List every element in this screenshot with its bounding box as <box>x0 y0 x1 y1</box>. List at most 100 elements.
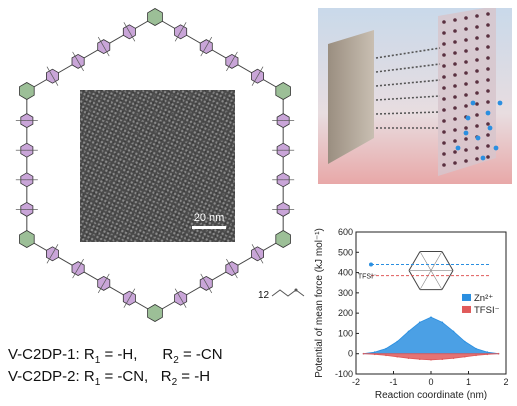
side-group <box>77 258 84 269</box>
data-point <box>418 321 421 324</box>
framework-layer <box>375 47 441 59</box>
framework-atom <box>464 60 468 64</box>
side-group <box>226 61 233 72</box>
pmf-chart: Potential of mean force (kJ mol⁻¹) React… <box>312 224 517 401</box>
framework-atom <box>442 152 446 156</box>
pyridine-ring <box>19 230 35 248</box>
electrode-plate <box>328 30 374 164</box>
pmf-chart-svg: Potential of mean force (kJ mol⁻¹) React… <box>314 227 509 401</box>
x-tick-label: 2 <box>503 377 508 387</box>
legend-swatch <box>462 293 471 301</box>
framework-atom <box>453 95 457 99</box>
y-tick-label: 0 <box>348 349 353 359</box>
scale-bar-label: 20 nm <box>194 212 225 224</box>
framework-layer <box>375 111 441 115</box>
framework-atom <box>453 128 457 132</box>
framework-layer <box>375 95 441 101</box>
data-point <box>441 358 444 360</box>
inset-bond <box>419 270 432 290</box>
pyridine-ring <box>19 82 35 100</box>
framework-atom <box>464 159 468 163</box>
inset-bond <box>408 251 421 271</box>
formula-v-c2dp-1: V-C2DP-1: R1 = -H, R2 = -CN <box>8 346 223 366</box>
zn-ion <box>475 135 481 141</box>
x-tick-label: 1 <box>466 377 471 387</box>
framework-atom <box>442 119 446 123</box>
framework-atom <box>453 18 457 22</box>
framework-atom <box>475 157 479 161</box>
framework-atom <box>442 97 446 101</box>
data-point <box>486 351 489 353</box>
framework-atom <box>475 91 479 95</box>
side-group <box>123 22 130 32</box>
hexagonal-framework-structure: 20 nm 12 <box>0 0 310 330</box>
side-group <box>180 298 187 308</box>
framework-atom <box>486 45 490 49</box>
framework-atom <box>464 137 468 141</box>
framework-atom <box>453 40 457 44</box>
framework-atom <box>453 117 457 121</box>
side-group <box>231 268 238 279</box>
framework-atom <box>486 34 490 38</box>
y-tick-label: 300 <box>338 288 353 298</box>
side-group <box>205 36 213 47</box>
inset-bond <box>430 270 443 290</box>
side-group <box>257 253 264 264</box>
framework-atom <box>464 126 468 130</box>
data-point <box>396 340 399 343</box>
side-group <box>103 273 110 284</box>
framework-atom <box>486 56 490 60</box>
data-point <box>475 354 477 357</box>
framework-atom <box>442 130 446 134</box>
zn-ion <box>480 155 486 161</box>
membrane-rendering <box>318 6 512 184</box>
side-group <box>129 31 136 42</box>
side-group <box>97 283 105 294</box>
pyridine-ring <box>147 8 163 26</box>
inset-bond <box>408 270 421 290</box>
membrane-sheet <box>438 6 496 176</box>
side-group <box>200 273 207 284</box>
side-group <box>103 46 110 57</box>
framework-atom <box>464 49 468 53</box>
framework-atom <box>486 23 490 27</box>
series-area-1 <box>363 353 499 361</box>
framework-atom <box>464 27 468 31</box>
data-point <box>396 355 399 358</box>
side-group <box>46 66 53 77</box>
framework-atom <box>442 108 446 112</box>
y-tick-label: 400 <box>338 268 353 278</box>
framework-layer <box>375 79 441 87</box>
zn-ion <box>470 100 476 106</box>
inset-bond <box>441 251 454 271</box>
pyridine-ring <box>275 82 291 100</box>
x-tick-label: -2 <box>352 377 360 387</box>
data-point <box>452 357 455 359</box>
y-tick-label: 200 <box>338 308 353 318</box>
side-group <box>200 46 207 57</box>
framework-atom <box>453 51 457 55</box>
x-tick-label: -1 <box>389 377 397 387</box>
framework-atom <box>453 106 457 110</box>
framework-atom <box>453 139 457 143</box>
inset-bond <box>430 251 443 271</box>
side-group <box>123 298 130 308</box>
framework-atom <box>486 89 490 93</box>
framework-atom <box>486 144 490 148</box>
side-group <box>180 22 187 32</box>
side-group <box>205 283 213 294</box>
framework-atom <box>453 84 457 88</box>
framework-atom <box>442 42 446 46</box>
zn-ion <box>465 115 471 121</box>
legend-label: Zn²⁺ <box>474 293 493 304</box>
data-point <box>407 330 410 333</box>
legend-label: TFSI⁻ <box>474 305 500 316</box>
side-chain-fragment <box>271 288 305 297</box>
framework-atom <box>442 163 446 167</box>
y-tick-label: 500 <box>338 247 353 257</box>
framework-atom <box>486 67 490 71</box>
framework-atom <box>475 25 479 29</box>
framework-atom <box>486 78 490 82</box>
framework-atom <box>453 29 457 33</box>
side-group <box>77 61 84 72</box>
